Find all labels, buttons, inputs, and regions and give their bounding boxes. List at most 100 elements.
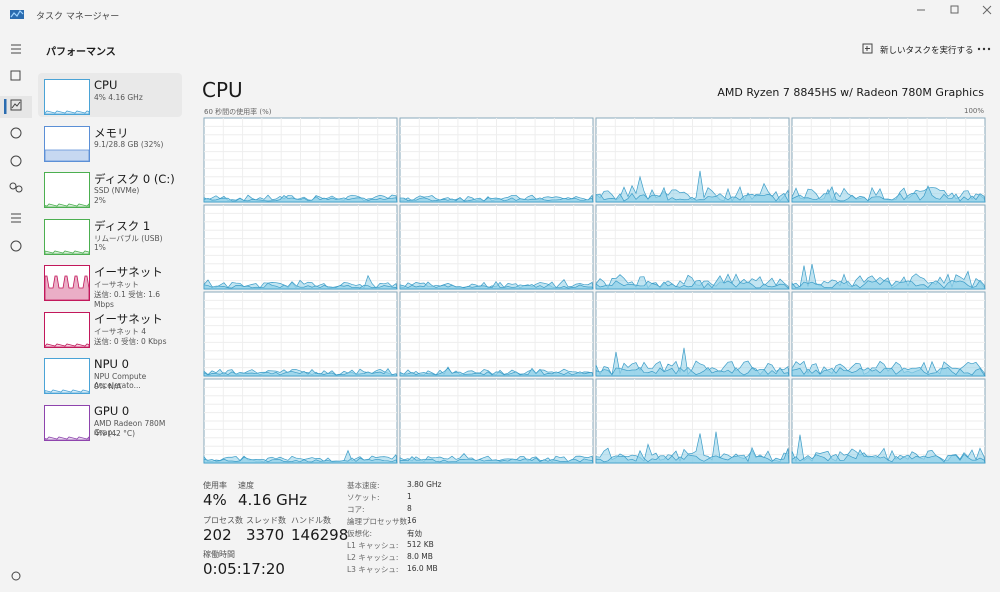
usage-area	[203, 449, 398, 464]
spec-label: 基本速度:	[347, 481, 380, 490]
sidebar-item[interactable]: CPU 4% 4.16 GHz	[38, 73, 182, 117]
sidebar-item-detail: 送信: 0.1 受信: 1.6 Mbps	[94, 290, 161, 309]
sidebar-item-name: メモリ	[94, 125, 129, 140]
thumbnail-graph	[45, 343, 89, 347]
stat-label: スレッド数	[246, 516, 286, 525]
spec-label: L1 キャッシュ:	[347, 541, 399, 550]
run-task-button[interactable]: 新しいタスクを実行する	[880, 46, 974, 56]
stat-label: 稼働時間	[203, 550, 235, 559]
thumbnail-graph	[45, 203, 89, 207]
sidebar-item-detail: SSD (NVMe)	[94, 186, 140, 195]
usage-area	[203, 367, 398, 377]
spec-label: コア:	[347, 505, 365, 514]
sidebar-item-name: イーサネット	[94, 265, 163, 279]
nav-rail[interactable]	[0, 36, 32, 592]
sidebar-item[interactable]: ディスク 1 リムーバブル (USB) 1%	[38, 213, 182, 257]
stat-label: ハンドル数	[291, 516, 331, 525]
sidebar-item-name: NPU 0	[94, 357, 129, 371]
graph-max: 100%	[963, 107, 984, 115]
usage-area	[791, 449, 986, 464]
stat-value: 4.16 GHz	[238, 491, 307, 509]
sidebar-item-detail: 2%	[94, 196, 106, 205]
spec-value: 1	[407, 492, 412, 501]
sidebar-item-detail: NPU Compute Accelerato...	[94, 372, 147, 390]
stat-value: 3370	[246, 526, 285, 544]
sidebar-item-name: イーサネット	[94, 311, 163, 326]
graph-label: 60 秒間の使用率 (%)	[204, 108, 272, 116]
usage-area	[595, 275, 790, 290]
thumbnail-graph	[45, 389, 89, 393]
spec-label: 仮想化:	[347, 529, 373, 538]
stat-value: 146298	[291, 526, 349, 544]
usage-area	[399, 456, 594, 464]
sidebar-item[interactable]: ディスク 0 (C:) SSD (NVMe) 2%	[38, 166, 182, 210]
usage-area	[203, 281, 398, 290]
stat-value: 4%	[203, 491, 227, 509]
sidebar-item-detail: 9.1/28.8 GB (32%)	[94, 139, 164, 149]
page-title: パフォーマンス	[46, 47, 116, 58]
spec-value: 8.0 MB	[407, 552, 433, 561]
thumbnail	[44, 404, 90, 441]
usage-area	[399, 197, 594, 203]
thumbnail	[44, 358, 90, 394]
thumbnail	[44, 265, 90, 301]
spec-value: 16.0 MB	[407, 564, 438, 573]
cpu-graphs	[203, 117, 986, 464]
spec-value: 16	[407, 516, 417, 525]
sidebar-item-detail: イーサネット	[94, 280, 139, 289]
spec-label: ソケット:	[347, 493, 380, 502]
window-title: タスク マネージャー	[36, 12, 120, 22]
thumbnail	[44, 125, 90, 162]
thumbnail-graph	[45, 110, 89, 114]
usage-area	[595, 446, 790, 464]
stat-label: 速度	[238, 481, 254, 490]
usage-area	[791, 279, 986, 290]
spec-label: 論理プロセッサ数:	[347, 517, 410, 526]
usage-area	[203, 195, 398, 203]
sidebar-item-name: CPU	[94, 78, 118, 92]
thumbnail	[44, 218, 90, 255]
sidebar-item-detail: 送信: 0 受信: 0 Kbps	[94, 336, 167, 346]
window-controls[interactable]	[905, 0, 1000, 20]
cpu-heading: CPU	[202, 78, 243, 102]
sidebar-item-name: GPU 0	[94, 403, 130, 418]
thumbnail-graph	[45, 435, 89, 440]
stat-label: 使用率	[203, 481, 227, 490]
thumbnail	[44, 79, 90, 115]
thumbnail-graph	[45, 149, 89, 161]
spec-value: 3.80 GHz	[407, 480, 442, 489]
stat-label: プロセス数	[203, 516, 243, 525]
sidebar-item-detail: 4% 4.16 GHz	[94, 93, 143, 102]
run-task-icon[interactable]	[862, 43, 874, 55]
sidebar-item-name: ディスク 1	[94, 218, 151, 233]
spec-value: 512 KB	[407, 540, 434, 549]
usage-area	[595, 186, 790, 203]
thumbnail-graph	[45, 275, 89, 300]
usage-area	[203, 456, 398, 464]
cpu-model: AMD Ryzen 7 8845HS w/ Radeon 780M Graphi…	[717, 86, 984, 99]
sidebar-item-name: ディスク 0 (C:)	[94, 172, 175, 186]
app-icon	[10, 10, 24, 19]
spec-label: L3 キャッシュ:	[347, 565, 399, 574]
sidebar-item-detail: 4% (42 °C)	[94, 428, 136, 438]
sidebar-item[interactable]: イーサネット イーサネット 4 送信: 0 受信: 0 Kbps	[38, 306, 182, 350]
usage-area	[399, 367, 594, 377]
sidebar-item-detail: リムーバブル (USB)	[94, 233, 163, 243]
usage-area	[791, 366, 986, 377]
sidebar-item-detail: イーサネット 4	[94, 326, 147, 336]
sidebar-item[interactable]: イーサネット イーサネット 送信: 0.1 受信: 1.6 Mbps	[38, 259, 182, 309]
usage-area	[399, 280, 594, 290]
usage-area	[595, 366, 790, 377]
spec-value: 有効	[407, 529, 422, 538]
sidebar-item[interactable]: メモリ 9.1/28.8 GB (32%)	[38, 120, 182, 164]
sidebar-item[interactable]: NPU 0 NPU Compute Accelerato... 0% N/A	[38, 352, 182, 396]
thumbnail	[44, 311, 90, 348]
sidebar-item-detail: AMD Radeon 780M Grap...	[94, 418, 166, 437]
spec-label: L2 キャッシュ:	[347, 553, 399, 562]
spec-value: 8	[407, 504, 412, 513]
stat-value: 202	[203, 526, 232, 544]
sidebar-item-detail: 0% N/A	[94, 382, 122, 391]
more-menu[interactable]	[976, 44, 992, 54]
sidebar-item[interactable]: GPU 0 AMD Radeon 780M Grap... 4% (42 °C)	[38, 399, 182, 443]
